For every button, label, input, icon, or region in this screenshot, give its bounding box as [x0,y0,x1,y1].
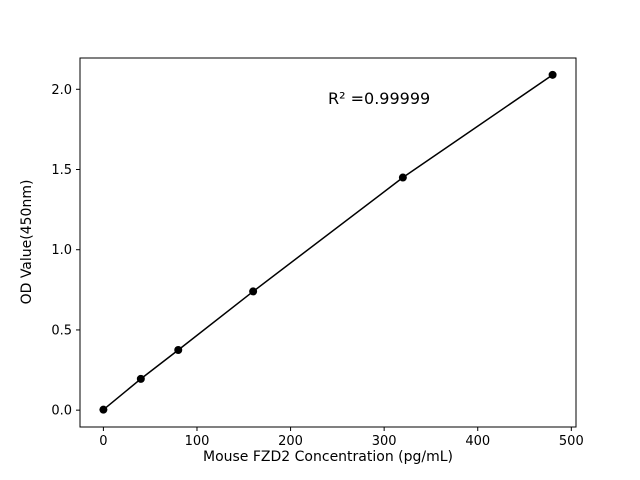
x-tick-label: 200 [278,434,303,449]
data-point [99,405,108,414]
data-point [174,345,183,354]
x-tick-label: 500 [559,434,584,449]
y-axis-label: OD Value(450nm) [19,179,35,305]
x-tick-label: 400 [465,434,490,449]
data-point [398,173,407,182]
data-point [249,287,258,296]
x-tick-label: 100 [185,434,210,449]
y-tick-label: 0.0 [51,404,72,419]
y-tick-label: 2.0 [51,83,72,98]
y-tick-label: 1.0 [51,243,72,258]
data-point [548,70,557,79]
x-tick-label: 0 [99,434,107,449]
axes-frame [79,57,577,428]
data-point [136,374,145,383]
y-tick-label: 0.5 [51,323,72,338]
x-axis-label: Mouse FZD2 Concentration (pg/mL) [203,449,453,465]
data-line [102,74,554,411]
r-squared-annotation: R² =0.99999 [328,89,431,108]
x-tick-label: 300 [372,434,397,449]
y-tick-label: 1.5 [51,163,72,178]
